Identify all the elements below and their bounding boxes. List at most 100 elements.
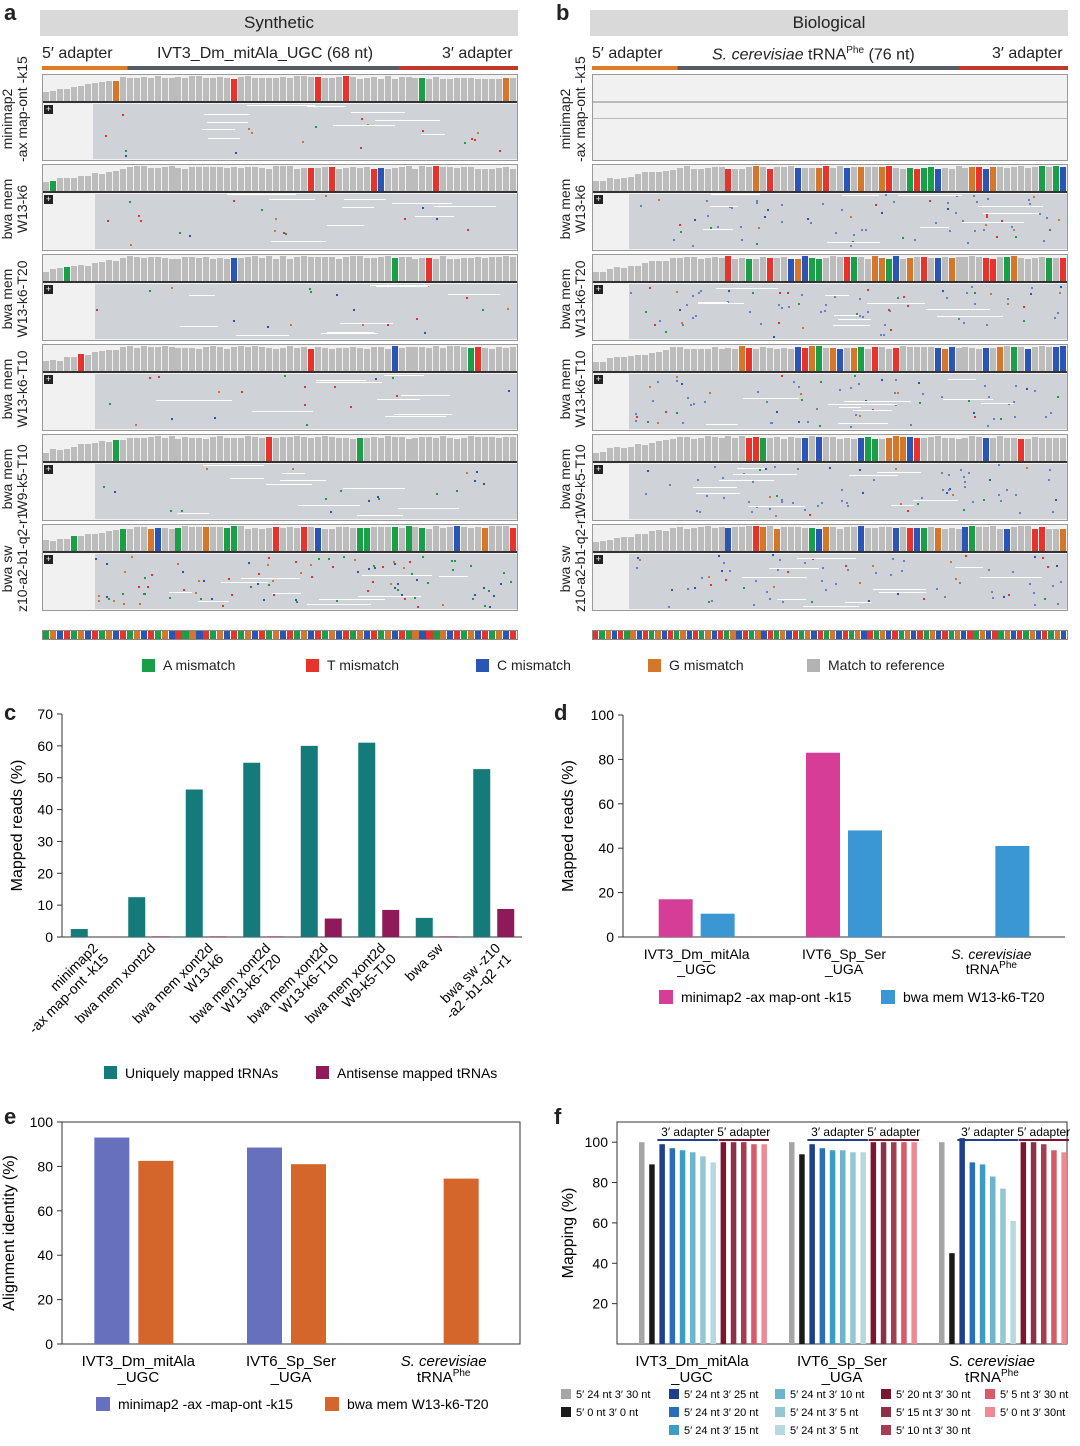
bar-mapping (990, 1176, 996, 1344)
expand-icon[interactable]: + (44, 284, 53, 294)
legend-label: 5′ 0 nt 3′ 30nt (1000, 1407, 1065, 1419)
row-label-line1: bwa mem (557, 448, 573, 510)
bar-mapping (829, 1150, 836, 1344)
track-separator (43, 371, 517, 373)
synthetic-sequence-bar (42, 630, 518, 640)
y-tick-label: 0 (45, 1336, 53, 1352)
legend-label: Uniquely mapped tRNAs (125, 1065, 278, 1081)
chart-d-y-axis-label: Mapped reads (%) (560, 760, 577, 892)
bar-mapping (710, 1162, 716, 1344)
coverage-track (43, 255, 517, 281)
track-separator (43, 281, 517, 283)
biological-alignment-track[interactable]: + (592, 164, 1068, 251)
row-label-line1: bwa sw (0, 545, 15, 593)
expand-icon[interactable]: + (594, 374, 603, 384)
y-tick-label: 40 (37, 802, 53, 818)
biological-alignment-track[interactable] (592, 74, 1068, 161)
biological-alignment-track[interactable]: + (592, 254, 1068, 341)
x-tick-label-line: _UGA (821, 1369, 863, 1386)
coverage-track (593, 255, 1067, 281)
bar-mapping (819, 1148, 826, 1344)
bar-antisense (382, 909, 400, 937)
coverage-track (593, 75, 1067, 101)
expand-icon[interactable]: + (44, 194, 53, 204)
expand-icon[interactable]: + (594, 554, 603, 564)
synthetic-alignment-track[interactable]: + (42, 434, 518, 521)
x-tick-label-line: S. cerevisiae (401, 1353, 487, 1370)
bar-mapping (741, 1142, 747, 1344)
reads-pileup (593, 374, 1067, 429)
legend-swatch (669, 1425, 679, 1435)
igv-row-label-biological: bwa mem W9-k5-T10 (557, 436, 588, 522)
legend-label: 5′ 20 nt 3′ 30 nt (896, 1389, 970, 1401)
row-label-line2: W13-k6-T20 (14, 260, 30, 338)
track-separator (593, 101, 1067, 103)
expand-icon[interactable]: + (44, 374, 53, 384)
legend-label: 5′ 24 nt 3′ 25 nt (684, 1389, 758, 1401)
bar-bwa (995, 845, 1030, 937)
reads-pileup (43, 194, 517, 249)
coverage-track (43, 165, 517, 191)
x-tick-label-line: S. cerevisiae (949, 1353, 1035, 1370)
y-tick-label: 20 (37, 865, 53, 881)
bar-mapping (949, 1253, 955, 1344)
row-label-line1: bwa mem (0, 448, 15, 510)
x-tick-label-line: _UGC (676, 961, 716, 977)
synthetic-alignment-track[interactable]: + (42, 164, 518, 251)
biological-alignment-track[interactable]: + (592, 344, 1068, 431)
x-tick-label: IVT6_Sp_Ser _UGA (246, 1353, 336, 1386)
expand-icon[interactable]: + (44, 104, 53, 114)
chart-f-y-axis-label: Mapping (%) (560, 1188, 577, 1279)
legend-swatch (561, 1407, 571, 1417)
legend-swatch (669, 1407, 679, 1417)
x-tick-label: IVT3_Dm_mitAla _UGC (82, 1353, 196, 1386)
row-label-line2: -ax map-ont -k15 (572, 56, 588, 162)
y-tick-label: 80 (598, 751, 614, 767)
x-tick-label-line: IVT3_Dm_mitAla (635, 1353, 749, 1370)
bar-bwa (700, 913, 735, 937)
y-tick-label: 70 (37, 706, 53, 722)
species-name: S. cerevisiae (712, 46, 804, 64)
coverage-track (593, 345, 1067, 371)
track-separator (593, 461, 1067, 463)
legend-swatch (325, 1397, 339, 1411)
expand-icon[interactable]: + (594, 464, 603, 474)
coverage-track (43, 525, 517, 551)
legend-label: 5′ 0 nt 3′ 0 nt (576, 1407, 638, 1419)
bar-mapping (911, 1142, 917, 1344)
reads-pileup (43, 104, 517, 159)
bar-mapping (1010, 1220, 1016, 1344)
y-tick-label: 40 (37, 1247, 53, 1263)
bar-mapping (1061, 1152, 1067, 1344)
bar-bwa (443, 1178, 479, 1344)
biological-alignment-track[interactable]: + (592, 434, 1068, 521)
expand-icon[interactable]: + (44, 464, 53, 474)
panel-label-f: f (554, 1104, 562, 1129)
row-label-line2: W13-k6 (572, 184, 588, 234)
expand-icon[interactable]: + (44, 554, 53, 564)
legend-swatch (775, 1389, 785, 1399)
synthetic-alignment-track[interactable]: + (42, 524, 518, 611)
legend-label: 5′ 24 nt 3′ 5 nt (790, 1425, 858, 1437)
y-tick-label: 50 (37, 770, 53, 786)
track-separator (593, 551, 1067, 553)
expand-icon[interactable]: + (594, 194, 603, 204)
expand-icon[interactable]: + (594, 284, 603, 294)
bar-mapping (751, 1144, 757, 1344)
synthetic-alignment-track[interactable]: + (42, 254, 518, 341)
row-label-line1: bwa mem (557, 268, 573, 330)
x-tick-label-sup: Phe (999, 960, 1017, 971)
biological-alignment-track[interactable]: + (592, 524, 1068, 611)
legend-a-mismatch: A mismatch (142, 657, 235, 673)
y-tick-label: 100 (591, 707, 615, 723)
synthetic-alignment-track[interactable]: + (42, 74, 518, 161)
synthetic-alignment-track[interactable]: + (42, 344, 518, 431)
chart-d: 0 20 40 60 80 100 Mapped reads (%) IVT3_Dm_mitA… (560, 707, 1065, 1005)
x-tick-label: IVT3_Dm_mitAla _UGC (635, 1353, 749, 1386)
row-label-line1: bwa mem (557, 178, 573, 240)
coverage-track (43, 345, 517, 371)
x-tick-label: bwa sw (402, 939, 447, 984)
bar-mapping (840, 1150, 846, 1344)
bar-antisense (267, 936, 285, 937)
row-label-line2: z10-a2-b1-q2-r1 (572, 511, 588, 612)
